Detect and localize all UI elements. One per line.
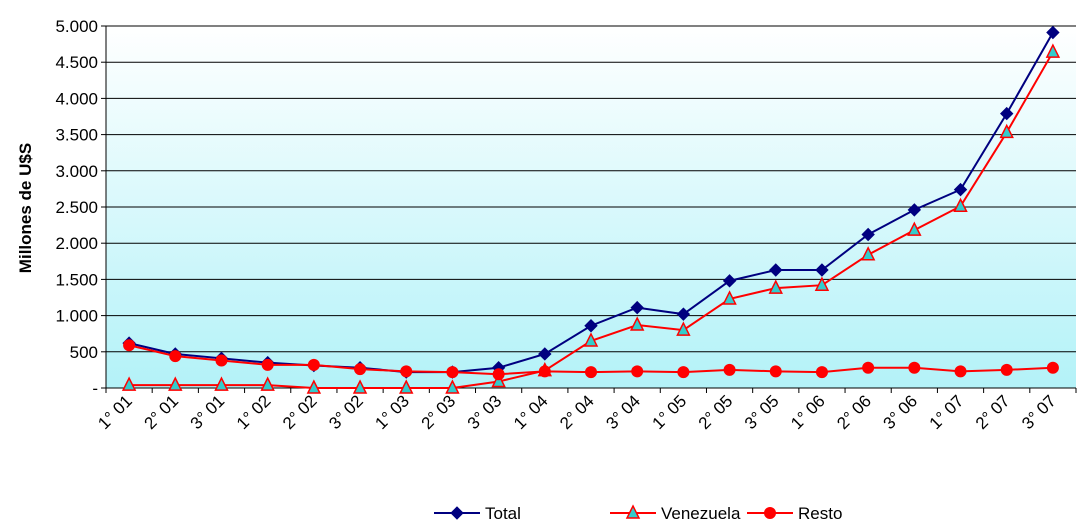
data-point-venezuela: [1045, 43, 1061, 58]
data-point-total: [815, 263, 829, 277]
y-tick-label: 3.000: [55, 162, 98, 181]
legend-item-venezuela: Venezuela: [610, 504, 741, 523]
legend-item-resto: Resto: [747, 504, 842, 523]
data-point-venezuela: [953, 197, 968, 213]
y-tick-label: 5.000: [55, 17, 98, 36]
data-point-total: [538, 347, 552, 361]
data-point-resto: [400, 365, 413, 378]
y-tick-label: 1.000: [55, 307, 98, 326]
data-point-resto: [215, 354, 228, 367]
data-point-total: [722, 274, 737, 288]
data-point-venezuela: [445, 379, 460, 394]
data-point-resto: [723, 363, 736, 376]
data-point-total: [1046, 25, 1060, 40]
x-tick-label: 2° 01: [140, 391, 182, 433]
data-point-venezuela: [399, 379, 414, 394]
legend-label: Total: [485, 504, 521, 523]
data-point-resto: [908, 361, 921, 374]
data-point-resto: [631, 365, 644, 378]
data-point-resto: [585, 366, 597, 379]
data-point-venezuela: [768, 279, 783, 294]
data-point-venezuela: [814, 276, 830, 291]
data-point-total: [676, 307, 691, 321]
data-point-resto: [1000, 363, 1013, 376]
data-point-venezuela: [583, 332, 599, 347]
data-point-resto: [169, 350, 182, 363]
data-point-venezuela: [491, 372, 506, 388]
x-tick-label: 3° 02: [325, 391, 367, 433]
y-tick-label: 4.000: [55, 89, 98, 108]
data-point-resto: [354, 363, 367, 376]
data-point-resto: [261, 358, 274, 371]
y-axis-label: Millones de U$S: [16, 143, 35, 273]
data-point-resto: [954, 365, 967, 378]
x-tick-label: 3° 07: [1018, 391, 1060, 433]
data-point-resto: [538, 365, 551, 378]
x-tick-label: 1° 06: [787, 391, 829, 433]
data-point-resto: [769, 365, 782, 378]
series-resto: [123, 339, 1059, 381]
x-tick-label: 2° 03: [418, 391, 460, 433]
x-tick-label: 3° 04: [602, 391, 644, 433]
x-tick-label: 1° 07: [926, 391, 968, 433]
legend-label: Venezuela: [661, 504, 741, 523]
data-point-venezuela: [168, 376, 183, 391]
data-point-total: [953, 182, 968, 197]
data-point-resto: [492, 368, 505, 381]
data-point-resto: [446, 366, 459, 379]
x-tick-label: 1° 03: [371, 391, 413, 433]
legend-marker: [450, 506, 464, 520]
y-tick-label: 2.500: [55, 198, 98, 217]
series-venezuela: [121, 43, 1061, 394]
legend-marker: [764, 507, 776, 519]
data-point-resto: [307, 358, 320, 371]
data-point-venezuela: [722, 290, 737, 305]
data-point-total: [1000, 106, 1014, 121]
y-tick-label: 3.500: [55, 126, 98, 145]
x-tick-label: 2° 06: [833, 391, 875, 433]
data-point-venezuela: [121, 376, 137, 391]
data-point-venezuela: [907, 221, 922, 236]
x-tick-label: 1° 02: [233, 391, 275, 433]
y-tick-label: 500: [70, 343, 98, 362]
y-tick-label: 1.500: [55, 270, 98, 289]
data-point-resto: [1046, 361, 1059, 374]
x-tick-label: 1° 05: [649, 391, 691, 433]
x-tick-label: 2° 05: [695, 391, 737, 433]
data-point-venezuela: [999, 123, 1014, 139]
data-point-resto: [123, 339, 136, 352]
x-tick-label: 3° 03: [464, 391, 506, 433]
data-point-venezuela: [676, 321, 691, 336]
x-tick-label: 3° 06: [880, 391, 922, 433]
data-point-venezuela: [214, 376, 229, 391]
data-point-resto: [677, 366, 690, 379]
x-tick-label: 2° 07: [972, 391, 1014, 433]
x-tick-label: 1° 01: [94, 391, 136, 433]
data-point-venezuela: [260, 376, 275, 391]
data-point-venezuela: [860, 246, 876, 261]
legend-marker: [625, 504, 641, 519]
data-point-total: [907, 203, 922, 217]
data-point-venezuela: [629, 316, 645, 331]
legend-label: Resto: [798, 504, 842, 523]
data-point-total: [630, 300, 644, 315]
x-tick-label: 3° 01: [187, 391, 229, 433]
y-tick-label: -: [92, 379, 98, 398]
x-tick-label: 2° 04: [556, 391, 598, 433]
y-tick-label: 2.000: [55, 234, 98, 253]
data-point-venezuela: [306, 379, 322, 394]
x-tick-label: 2° 02: [279, 391, 321, 433]
data-point-total: [769, 263, 783, 277]
data-point-total: [861, 227, 875, 242]
x-tick-label: 3° 05: [741, 391, 783, 433]
data-point-resto: [815, 366, 828, 379]
legend-item-total: Total: [434, 504, 521, 523]
data-point-venezuela: [352, 379, 368, 394]
x-tick-label: 1° 04: [510, 391, 552, 433]
y-tick-label: 4.500: [55, 53, 98, 72]
data-point-resto: [862, 361, 875, 374]
data-point-total: [584, 319, 598, 333]
